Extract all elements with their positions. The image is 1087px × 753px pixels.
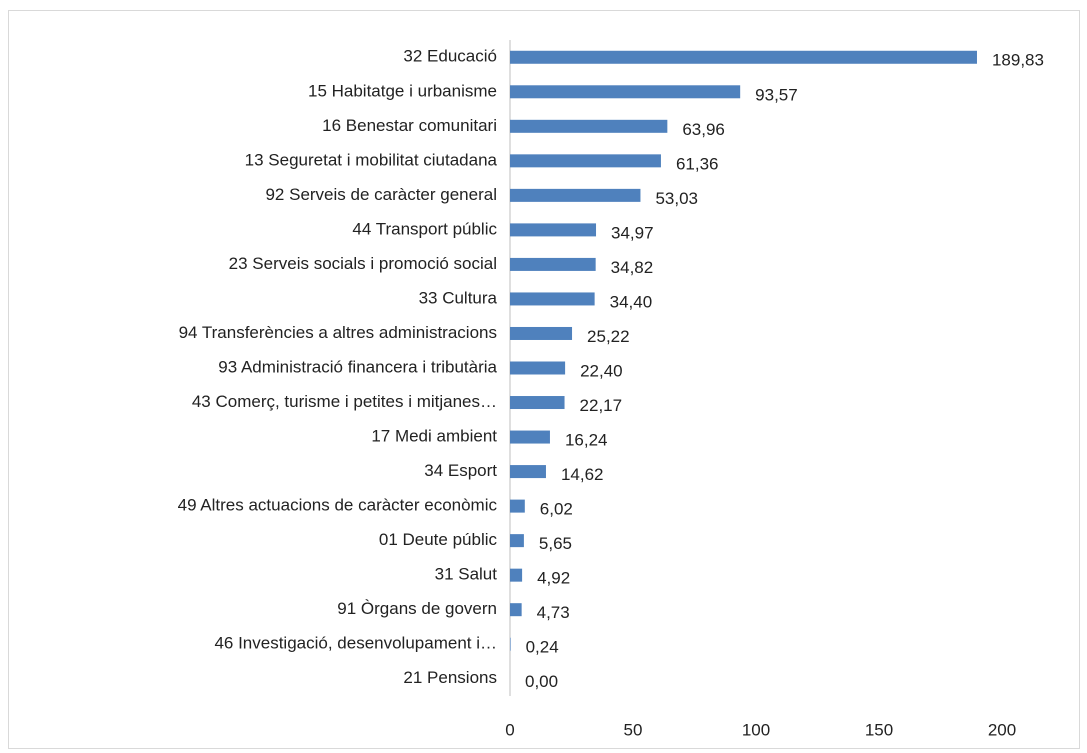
value-label: 93,57	[755, 85, 798, 104]
bar	[510, 292, 595, 306]
bar	[510, 430, 550, 444]
y-tick-label: 93 Administració financera i tributària	[218, 357, 497, 376]
value-label: 0,00	[525, 672, 558, 691]
bar	[510, 603, 522, 617]
value-label: 4,92	[537, 569, 570, 588]
value-label: 6,02	[540, 500, 573, 519]
bar	[510, 119, 668, 133]
x-tick-label: 150	[865, 720, 893, 739]
bar	[510, 85, 741, 99]
value-label: 189,83	[992, 51, 1044, 70]
bar	[510, 154, 661, 168]
x-tick-label: 50	[624, 720, 643, 739]
value-label: 5,65	[539, 534, 572, 553]
bar	[510, 223, 597, 237]
x-tick-label: 100	[742, 720, 770, 739]
value-label: 4,73	[537, 603, 570, 622]
bar	[510, 499, 525, 513]
bar	[510, 637, 511, 651]
value-label: 14,62	[561, 465, 604, 484]
bar	[510, 50, 977, 64]
y-tick-label: 13 Seguretat i mobilitat ciutadana	[245, 150, 498, 169]
value-label: 63,96	[682, 120, 725, 139]
y-tick-label: 01 Deute públic	[379, 530, 498, 549]
y-tick-label: 31 Salut	[435, 565, 498, 584]
y-tick-label: 94 Transferències a altres administracio…	[179, 323, 497, 342]
y-tick-label: 21 Pensions	[403, 668, 497, 687]
bar	[510, 361, 566, 375]
value-label: 25,22	[587, 327, 630, 346]
value-label: 61,36	[676, 154, 719, 173]
value-label: 34,82	[611, 258, 654, 277]
y-tick-label: 16 Benestar comunitari	[322, 116, 497, 135]
value-label: 22,40	[580, 361, 623, 380]
x-tick-label: 0	[505, 720, 514, 739]
bar	[510, 465, 546, 479]
y-tick-label: 92 Serveis de caràcter general	[265, 185, 497, 204]
y-tick-label: 91 Òrgans de govern	[337, 599, 497, 618]
value-label: 0,24	[526, 638, 559, 657]
y-tick-label: 44 Transport públic	[352, 219, 497, 238]
y-tick-label: 32 Educació	[403, 47, 497, 66]
value-label: 16,24	[565, 431, 608, 450]
bar	[510, 257, 596, 271]
value-label: 53,03	[655, 189, 698, 208]
value-label: 22,17	[580, 396, 623, 415]
value-label: 34,40	[610, 292, 653, 311]
y-tick-label: 34 Esport	[424, 461, 497, 480]
bar	[510, 188, 641, 202]
y-tick-label: 46 Investigació, desenvolupament i…	[214, 634, 497, 653]
bar	[510, 396, 565, 410]
y-tick-label: 23 Serveis socials i promoció social	[229, 254, 497, 273]
bar	[510, 568, 523, 582]
value-label: 34,97	[611, 223, 654, 242]
y-tick-label: 15 Habitatge i urbanisme	[308, 81, 497, 100]
y-tick-label: 17 Medi ambient	[371, 427, 497, 446]
y-tick-label: 33 Cultura	[419, 288, 498, 307]
bar	[510, 326, 573, 340]
chart-frame	[8, 10, 1080, 749]
y-tick-label: 43 Comerç, turisme i petites i mitjanes…	[192, 392, 497, 411]
bar	[510, 534, 524, 548]
x-tick-label: 200	[988, 720, 1016, 739]
y-tick-label: 49 Altres actuacions de caràcter econòmi…	[178, 496, 498, 515]
